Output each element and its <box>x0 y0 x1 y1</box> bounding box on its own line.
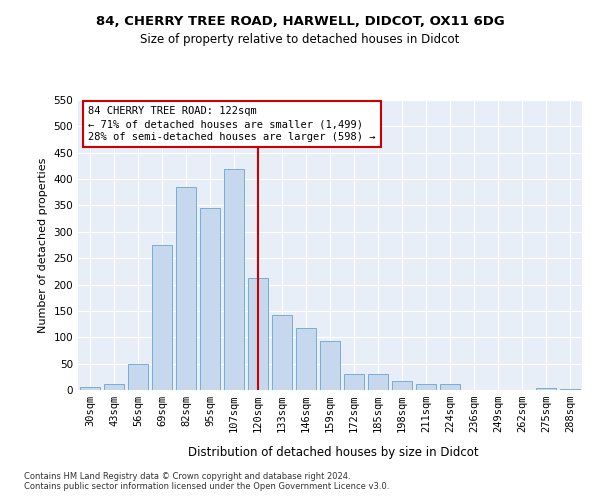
Bar <box>296 328 316 390</box>
Text: Contains HM Land Registry data © Crown copyright and database right 2024.: Contains HM Land Registry data © Crown c… <box>24 472 350 481</box>
Bar <box>128 364 148 390</box>
Bar <box>392 380 412 390</box>
Bar <box>176 187 196 390</box>
Text: Contains public sector information licensed under the Open Government Licence v3: Contains public sector information licen… <box>24 482 389 491</box>
Bar <box>416 384 436 390</box>
Bar <box>80 388 100 390</box>
Text: Size of property relative to detached houses in Didcot: Size of property relative to detached ho… <box>140 32 460 46</box>
Text: 84 CHERRY TREE ROAD: 122sqm
← 71% of detached houses are smaller (1,499)
28% of : 84 CHERRY TREE ROAD: 122sqm ← 71% of det… <box>88 106 376 142</box>
Text: Distribution of detached houses by size in Didcot: Distribution of detached houses by size … <box>188 446 478 459</box>
Bar <box>104 384 124 390</box>
Bar <box>368 374 388 390</box>
Bar <box>320 342 340 390</box>
Bar <box>200 208 220 390</box>
Y-axis label: Number of detached properties: Number of detached properties <box>38 158 48 332</box>
Bar <box>536 388 556 390</box>
Bar <box>152 245 172 390</box>
Bar <box>440 384 460 390</box>
Bar <box>344 374 364 390</box>
Bar <box>560 389 580 390</box>
Text: 84, CHERRY TREE ROAD, HARWELL, DIDCOT, OX11 6DG: 84, CHERRY TREE ROAD, HARWELL, DIDCOT, O… <box>95 15 505 28</box>
Bar <box>224 168 244 390</box>
Bar <box>248 278 268 390</box>
Bar <box>272 314 292 390</box>
